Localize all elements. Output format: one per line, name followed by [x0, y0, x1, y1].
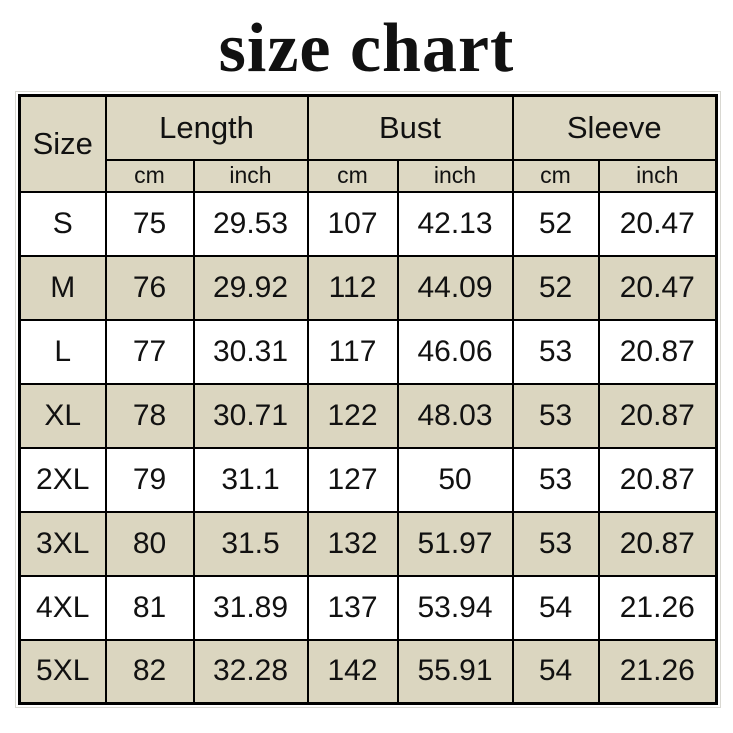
table-row-xl: XL 78 30.71 122 48.03 53 20.87: [18, 382, 718, 449]
unit-header-length-cm: cm: [104, 158, 195, 193]
cell-length-inch: 30.71: [192, 382, 309, 449]
cell-bust-cm: 112: [306, 254, 399, 321]
cell-sleeve-inch: 20.87: [597, 318, 718, 385]
unit-header-bust-inch: inch: [396, 158, 514, 193]
cell-bust-cm: 107: [306, 190, 399, 257]
table-row-m: M 76 29.92 112 44.09 52 20.47: [18, 254, 718, 321]
cell-length-cm: 78: [104, 382, 195, 449]
cell-sleeve-cm: 53: [511, 510, 600, 577]
cell-length-inch: 31.89: [192, 574, 309, 641]
col-header-length: Length: [104, 94, 309, 161]
cell-size: 5XL: [18, 638, 107, 705]
unit-header-sleeve-cm: cm: [511, 158, 600, 193]
cell-sleeve-cm: 54: [511, 574, 600, 641]
cell-length-cm: 77: [104, 318, 195, 385]
cell-bust-cm: 127: [306, 446, 399, 513]
col-header-bust: Bust: [306, 94, 514, 161]
col-header-size: Size: [18, 94, 107, 193]
cell-length-inch: 30.31: [192, 318, 309, 385]
cell-length-inch: 32.28: [192, 638, 309, 705]
cell-sleeve-cm: 52: [511, 190, 600, 257]
cell-size: XL: [18, 382, 107, 449]
unit-header-bust-cm: cm: [306, 158, 399, 193]
cell-sleeve-inch: 20.87: [597, 446, 718, 513]
cell-sleeve-cm: 53: [511, 318, 600, 385]
cell-size: 3XL: [18, 510, 107, 577]
cell-bust-cm: 122: [306, 382, 399, 449]
cell-bust-cm: 132: [306, 510, 399, 577]
cell-length-inch: 31.1: [192, 446, 309, 513]
table-row-3xl: 3XL 80 31.5 132 51.97 53 20.87: [18, 510, 718, 577]
cell-bust-inch: 46.06: [396, 318, 514, 385]
cell-length-cm: 75: [104, 190, 195, 257]
table-row-5xl: 5XL 82 32.28 142 55.91 54 21.26: [18, 638, 718, 705]
cell-sleeve-inch: 20.47: [597, 190, 718, 257]
cell-sleeve-cm: 53: [511, 382, 600, 449]
unit-header-sleeve-inch: inch: [597, 158, 718, 193]
cell-length-cm: 79: [104, 446, 195, 513]
cell-bust-cm: 142: [306, 638, 399, 705]
cell-size: M: [18, 254, 107, 321]
header-unit-row: cm inch cm inch cm inch: [20, 158, 718, 193]
cell-length-inch: 29.53: [192, 190, 309, 257]
cell-length-cm: 81: [104, 574, 195, 641]
cell-bust-inch: 50: [396, 446, 514, 513]
cell-bust-inch: 51.97: [396, 510, 514, 577]
cell-sleeve-inch: 20.87: [597, 510, 718, 577]
cell-sleeve-inch: 21.26: [597, 574, 718, 641]
cell-length-cm: 80: [104, 510, 195, 577]
table-row-s: S 75 29.53 107 42.13 52 20.47: [18, 190, 718, 257]
cell-length-cm: 76: [104, 254, 195, 321]
table-row-l: L 77 30.31 117 46.06 53 20.87: [18, 318, 718, 385]
table-row-2xl: 2XL 79 31.1 127 50 53 20.87: [18, 446, 718, 513]
cell-sleeve-inch: 20.47: [597, 254, 718, 321]
size-chart-table: Size Length Bust Sleeve cm inch cm inch …: [14, 91, 722, 708]
cell-bust-inch: 48.03: [396, 382, 514, 449]
header-group-row: Size Length Bust Sleeve: [18, 94, 718, 193]
cell-length-inch: 29.92: [192, 254, 309, 321]
col-header-sleeve: Sleeve: [511, 94, 718, 161]
page-title: size chart: [218, 10, 515, 87]
table-row-4xl: 4XL 81 31.89 137 53.94 54 21.26: [18, 574, 718, 641]
cell-sleeve-inch: 20.87: [597, 382, 718, 449]
cell-length-cm: 82: [104, 638, 195, 705]
cell-length-inch: 31.5: [192, 510, 309, 577]
cell-size: S: [18, 190, 107, 257]
cell-sleeve-cm: 54: [511, 638, 600, 705]
cell-bust-cm: 137: [306, 574, 399, 641]
cell-sleeve-cm: 53: [511, 446, 600, 513]
cell-sleeve-cm: 52: [511, 254, 600, 321]
cell-size: 4XL: [18, 574, 107, 641]
unit-header-length-inch: inch: [192, 158, 309, 193]
cell-size: 2XL: [18, 446, 107, 513]
cell-size: L: [18, 318, 107, 385]
cell-bust-inch: 55.91: [396, 638, 514, 705]
cell-bust-inch: 44.09: [396, 254, 514, 321]
cell-bust-inch: 42.13: [396, 190, 514, 257]
cell-bust-cm: 117: [306, 318, 399, 385]
cell-sleeve-inch: 21.26: [597, 638, 718, 705]
cell-bust-inch: 53.94: [396, 574, 514, 641]
